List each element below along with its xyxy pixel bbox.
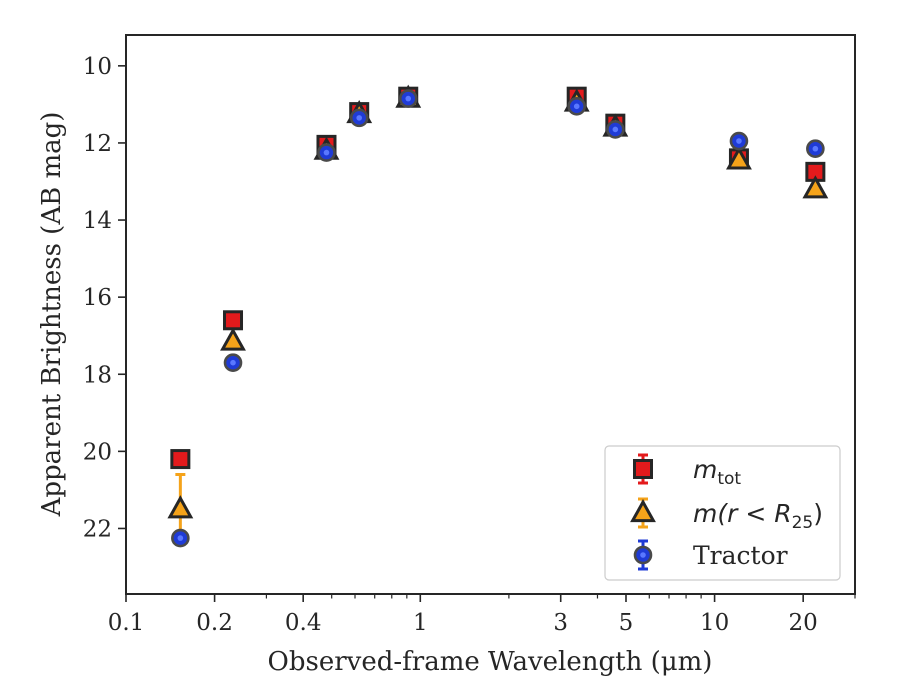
tractor-point xyxy=(806,139,825,159)
tractor-point xyxy=(567,97,587,116)
mr-r25-point xyxy=(220,327,246,351)
tractor-point xyxy=(171,528,190,548)
y-tick-label: 10 xyxy=(83,54,112,80)
series-tractor xyxy=(171,89,825,548)
y-tick-label: 12 xyxy=(83,131,112,157)
mr-r25-point xyxy=(726,146,752,170)
x-tick-label: 10 xyxy=(700,610,729,636)
y-tick-label: 14 xyxy=(83,208,112,234)
y-axis-title: Apparent Brightness (AB mag) xyxy=(37,112,67,518)
y-tick-label: 22 xyxy=(83,516,112,542)
mr-r25-point xyxy=(167,495,194,519)
tractor-point-highlight xyxy=(323,149,330,156)
legend-box xyxy=(604,445,841,581)
x-tick-label: 3 xyxy=(553,610,568,636)
tractor-point xyxy=(349,108,369,128)
legend-label-tractor: Tractor xyxy=(693,541,788,570)
y-tick-label: 20 xyxy=(83,439,112,465)
legend-marker-tractor-highlight xyxy=(640,552,646,558)
legend-marker-mtot xyxy=(633,459,653,479)
y-tick-label: 16 xyxy=(83,285,112,311)
mtot-point xyxy=(170,449,191,470)
x-axis-title: Observed-frame Wavelength (μm) xyxy=(268,647,713,677)
tractor-point-highlight xyxy=(736,138,742,144)
legend: mtot m(r < R25) Tractor xyxy=(604,445,841,581)
x-tick-label: 0.1 xyxy=(108,610,145,636)
plot-frame xyxy=(125,34,856,595)
x-tick-label: 20 xyxy=(789,610,818,636)
legend-marker-tractor xyxy=(633,545,653,565)
tractor-point-highlight xyxy=(573,103,580,110)
x-tick-label: 1 xyxy=(413,610,428,636)
x-tick-label: 0.2 xyxy=(196,610,233,636)
tractor-point-highlight xyxy=(356,115,362,121)
mr-r25-point xyxy=(802,175,829,199)
legend-marker-mr-r25 xyxy=(630,499,656,523)
legend-label-mr-r25: m(r < R25) xyxy=(693,499,823,533)
tractor-point xyxy=(223,353,243,372)
tractor-point xyxy=(606,120,625,139)
mtot-point xyxy=(223,310,244,331)
tractor-point-highlight xyxy=(812,145,819,152)
x-tick-label: 0.4 xyxy=(285,610,322,636)
tractor-point-highlight xyxy=(177,535,184,541)
x-tick-label: 5 xyxy=(619,610,634,636)
y-tick-label: 18 xyxy=(83,362,112,388)
tractor-point-highlight xyxy=(612,126,619,133)
tractor-point xyxy=(398,89,418,108)
tractor-point-highlight xyxy=(230,359,236,366)
tractor-point-highlight xyxy=(405,95,412,102)
legend-label-mtot: mtot xyxy=(693,455,741,489)
series-mtot xyxy=(170,86,826,470)
tractor-point xyxy=(317,143,336,162)
tractor-point xyxy=(729,131,749,151)
